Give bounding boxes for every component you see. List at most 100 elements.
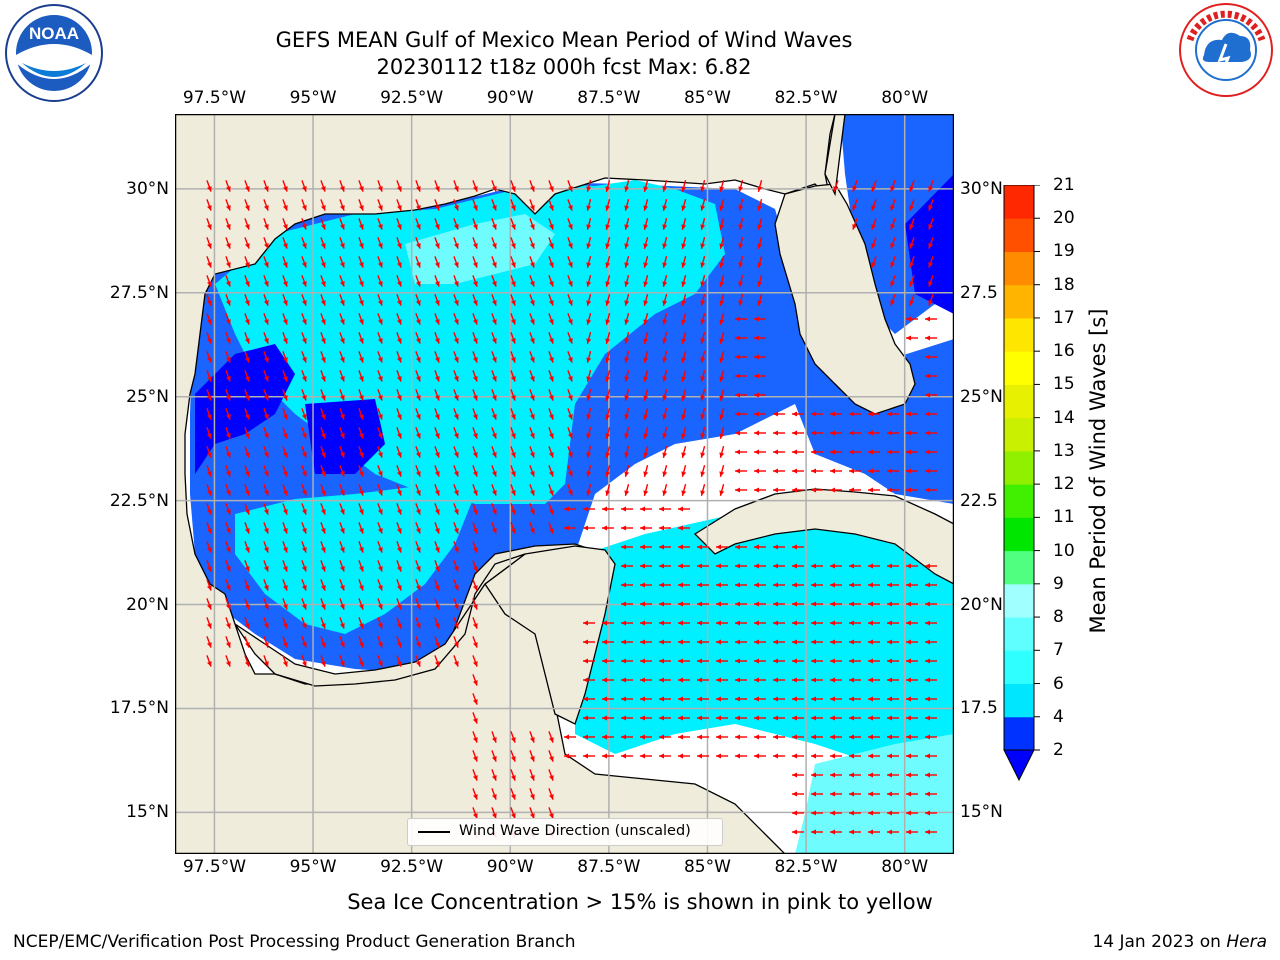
wave-arrow	[206, 655, 212, 667]
wave-arrow	[909, 180, 915, 192]
wave-arrow	[811, 753, 823, 759]
wave-arrow	[472, 313, 478, 325]
footer-organization: NCEP/EMC/Verification Post Processing Pr…	[13, 932, 576, 952]
wave-arrow	[510, 503, 516, 515]
wave-arrow	[396, 427, 402, 439]
wave-arrow	[434, 598, 440, 610]
wave-arrow	[206, 636, 212, 648]
wave-arrow	[738, 180, 744, 192]
wave-arrow	[792, 601, 804, 607]
wave-arrow	[225, 256, 231, 268]
wave-arrow	[510, 218, 516, 230]
wave-arrow	[282, 522, 288, 534]
wave-arrow	[735, 449, 747, 455]
land-florida	[774, 183, 916, 415]
wave-arrow	[396, 503, 402, 515]
wave-arrow	[564, 734, 576, 740]
wave-arrow	[621, 734, 633, 740]
wave-arrow	[757, 180, 763, 192]
wave-arrow	[681, 256, 687, 268]
wave-arrow	[890, 294, 896, 306]
wave-arrow	[925, 677, 937, 683]
wave-arrow	[605, 484, 611, 496]
wave-arrow	[339, 598, 345, 610]
wave-arrow	[906, 639, 918, 645]
wave-arrow	[586, 465, 592, 477]
colorbar-tick-label: 19	[1053, 241, 1075, 262]
wave-arrow	[434, 655, 440, 667]
wave-arrow	[697, 696, 709, 702]
wave-arrow	[811, 468, 823, 474]
wave-arrow	[472, 503, 478, 515]
wave-arrow	[659, 696, 671, 702]
wave-arrow	[925, 734, 937, 740]
wave-arrow	[700, 275, 706, 287]
wave-arrow	[472, 427, 478, 439]
wave-arrow	[871, 237, 877, 249]
wave-arrow	[301, 332, 307, 344]
wave-arrow	[925, 658, 937, 664]
wave-arrow	[719, 218, 725, 230]
wave-arrow	[681, 313, 687, 325]
wave-arrow	[605, 408, 611, 420]
wave-arrow	[377, 237, 383, 249]
wave-arrow	[377, 332, 383, 344]
wave-arrow	[282, 218, 288, 230]
wave-arrow	[472, 731, 478, 743]
wave-arrow	[586, 294, 592, 306]
wave-arrow	[206, 446, 212, 458]
wave-arrow	[244, 636, 250, 648]
wave-arrow	[700, 332, 706, 344]
wave-arrow	[206, 598, 212, 610]
wave-arrow	[830, 449, 842, 455]
wave-arrow	[548, 750, 554, 762]
lat-tick-label-left: 30°N	[126, 178, 169, 199]
wave-arrow	[754, 601, 766, 607]
wave-arrow	[602, 734, 614, 740]
wave-arrow	[548, 731, 554, 743]
wave-arrow	[472, 788, 478, 800]
wave-arrow	[849, 487, 861, 493]
wave-arrow	[868, 601, 880, 607]
wave-arrow	[754, 487, 766, 493]
wave-arrow	[735, 563, 747, 569]
wave-arrow	[624, 351, 630, 363]
wave-arrow	[282, 579, 288, 591]
wave-arrow	[225, 218, 231, 230]
wave-arrow	[244, 579, 250, 591]
wave-arrow	[434, 218, 440, 230]
wave-arrow	[472, 275, 478, 287]
wave-arrow	[583, 658, 595, 664]
wave-arrow	[624, 256, 630, 268]
wave-arrow	[700, 313, 706, 325]
wave-arrow	[282, 313, 288, 325]
wave-arrow	[925, 335, 937, 341]
wave-arrow	[849, 791, 861, 797]
wave-arrow	[624, 370, 630, 382]
wave-arrow	[681, 484, 687, 496]
wave-arrow	[681, 465, 687, 477]
map-legend: Wind Wave Direction (unscaled)	[407, 818, 723, 846]
wave-arrow	[602, 658, 614, 664]
wave-arrow	[263, 370, 269, 382]
wave-arrow	[263, 332, 269, 344]
wave-arrow	[887, 582, 899, 588]
wave-arrow	[415, 275, 421, 287]
wave-arrow	[700, 484, 706, 496]
wave-arrow	[225, 389, 231, 401]
wave-arrow	[548, 313, 554, 325]
wave-arrow	[225, 408, 231, 420]
wave-arrow	[583, 639, 595, 645]
wave-arrow	[206, 332, 212, 344]
wave-arrow	[621, 753, 633, 759]
wave-arrow	[586, 237, 592, 249]
colorbar-title: Mean Period of Wind Waves [s]	[1086, 308, 1110, 634]
wave-arrow	[206, 180, 212, 192]
wave-arrow	[320, 313, 326, 325]
wave-arrow	[377, 294, 383, 306]
wave-arrow	[624, 446, 630, 458]
wave-arrow	[605, 370, 611, 382]
wave-arrow	[282, 541, 288, 553]
wave-arrow	[792, 734, 804, 740]
wave-arrow	[529, 807, 535, 819]
